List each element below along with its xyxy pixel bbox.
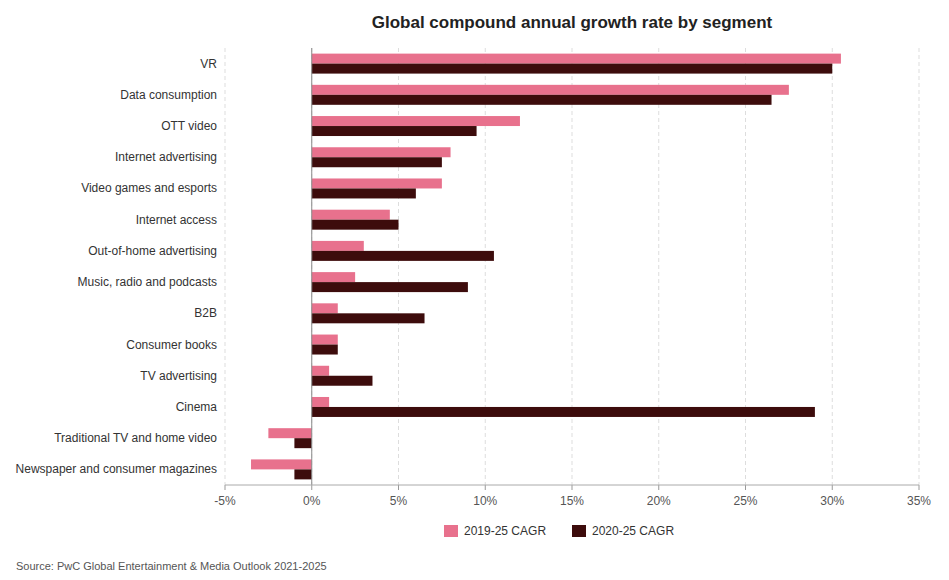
x-tick-label: 25% xyxy=(733,494,757,508)
y-tick-label: Newspaper and consumer magazines xyxy=(16,462,217,476)
y-tick-label: Music, radio and podcasts xyxy=(78,275,217,289)
bar xyxy=(312,303,338,313)
bar xyxy=(312,241,364,251)
title: Global compound annual growth rate by se… xyxy=(372,13,773,32)
bar xyxy=(312,407,815,417)
zero-line xyxy=(311,48,312,485)
x-tick-label: 0% xyxy=(303,494,321,508)
y-tick-label: Out-of-home advertising xyxy=(88,244,217,258)
bar xyxy=(312,220,399,230)
y-tick-label: Internet access xyxy=(136,213,217,227)
bar xyxy=(312,126,477,136)
bar xyxy=(312,272,355,282)
grid xyxy=(225,48,919,485)
x-tick xyxy=(485,485,486,490)
x-tick xyxy=(572,485,573,490)
y-tick-label: VR xyxy=(200,57,217,71)
x-tick xyxy=(311,485,312,490)
y-tick-label: Video games and esports xyxy=(81,181,217,195)
x-tick xyxy=(919,485,920,490)
bar xyxy=(312,54,841,64)
y-tick-label: Data consumption xyxy=(120,88,217,102)
legend-label: 2019-25 CAGR xyxy=(464,524,546,538)
y-tick-label: Cinema xyxy=(176,400,218,414)
y-tick-label: Internet advertising xyxy=(115,150,217,164)
grid-line xyxy=(398,48,399,485)
x-tick xyxy=(225,485,226,490)
bar xyxy=(312,251,494,261)
x-tick xyxy=(832,485,833,490)
x-tick-label: -5% xyxy=(214,494,236,508)
bar xyxy=(312,366,329,376)
bar xyxy=(268,428,311,438)
y-tick-label: Consumer books xyxy=(126,338,217,352)
bar xyxy=(312,376,373,386)
x-tick-label: 30% xyxy=(820,494,844,508)
x-tick xyxy=(398,485,399,490)
grid-line xyxy=(225,48,226,485)
bar xyxy=(251,459,312,469)
grid-line xyxy=(658,48,659,485)
x-tick xyxy=(658,485,659,490)
y-tick-label: OTT video xyxy=(161,119,217,133)
grid-line xyxy=(485,48,486,485)
bar xyxy=(312,210,390,220)
bar xyxy=(312,178,442,188)
y-tick-label: B2B xyxy=(194,306,217,320)
bar xyxy=(312,188,416,198)
x-tick-label: 10% xyxy=(473,494,497,508)
legend-swatch xyxy=(444,525,458,537)
grid-line xyxy=(919,48,920,485)
bar xyxy=(294,469,311,479)
x-tick-label: 20% xyxy=(647,494,671,508)
bars xyxy=(251,54,841,480)
bar xyxy=(312,64,833,74)
x-axis-line xyxy=(225,485,919,486)
bar xyxy=(312,397,329,407)
legend-label: 2020-25 CAGR xyxy=(592,524,674,538)
bar xyxy=(312,147,451,157)
grid-line xyxy=(745,48,746,485)
bar xyxy=(312,85,789,95)
grid-line xyxy=(572,48,573,485)
y-tick-label: Traditional TV and home video xyxy=(54,431,217,445)
legend: 2019-25 CAGR 2020-25 CAGR xyxy=(444,524,674,538)
grid-line xyxy=(311,48,312,485)
chart: Global compound annual growth rate by se… xyxy=(0,0,949,580)
y-tick-label: TV advertising xyxy=(140,369,217,383)
bar xyxy=(312,116,520,126)
x-tick-label: 15% xyxy=(560,494,584,508)
x-tick xyxy=(745,485,746,490)
bar xyxy=(312,335,338,345)
bar xyxy=(312,313,425,323)
bar xyxy=(312,157,442,167)
source: Source: PwC Global Entertainment & Media… xyxy=(16,560,327,572)
x-tick-label: 35% xyxy=(907,494,931,508)
legend-swatch xyxy=(572,525,586,537)
bar xyxy=(312,345,338,355)
x-tick-label: 5% xyxy=(390,494,408,508)
grid-line xyxy=(832,48,833,485)
bar xyxy=(294,438,311,448)
bar xyxy=(312,282,468,292)
bar xyxy=(312,95,772,105)
